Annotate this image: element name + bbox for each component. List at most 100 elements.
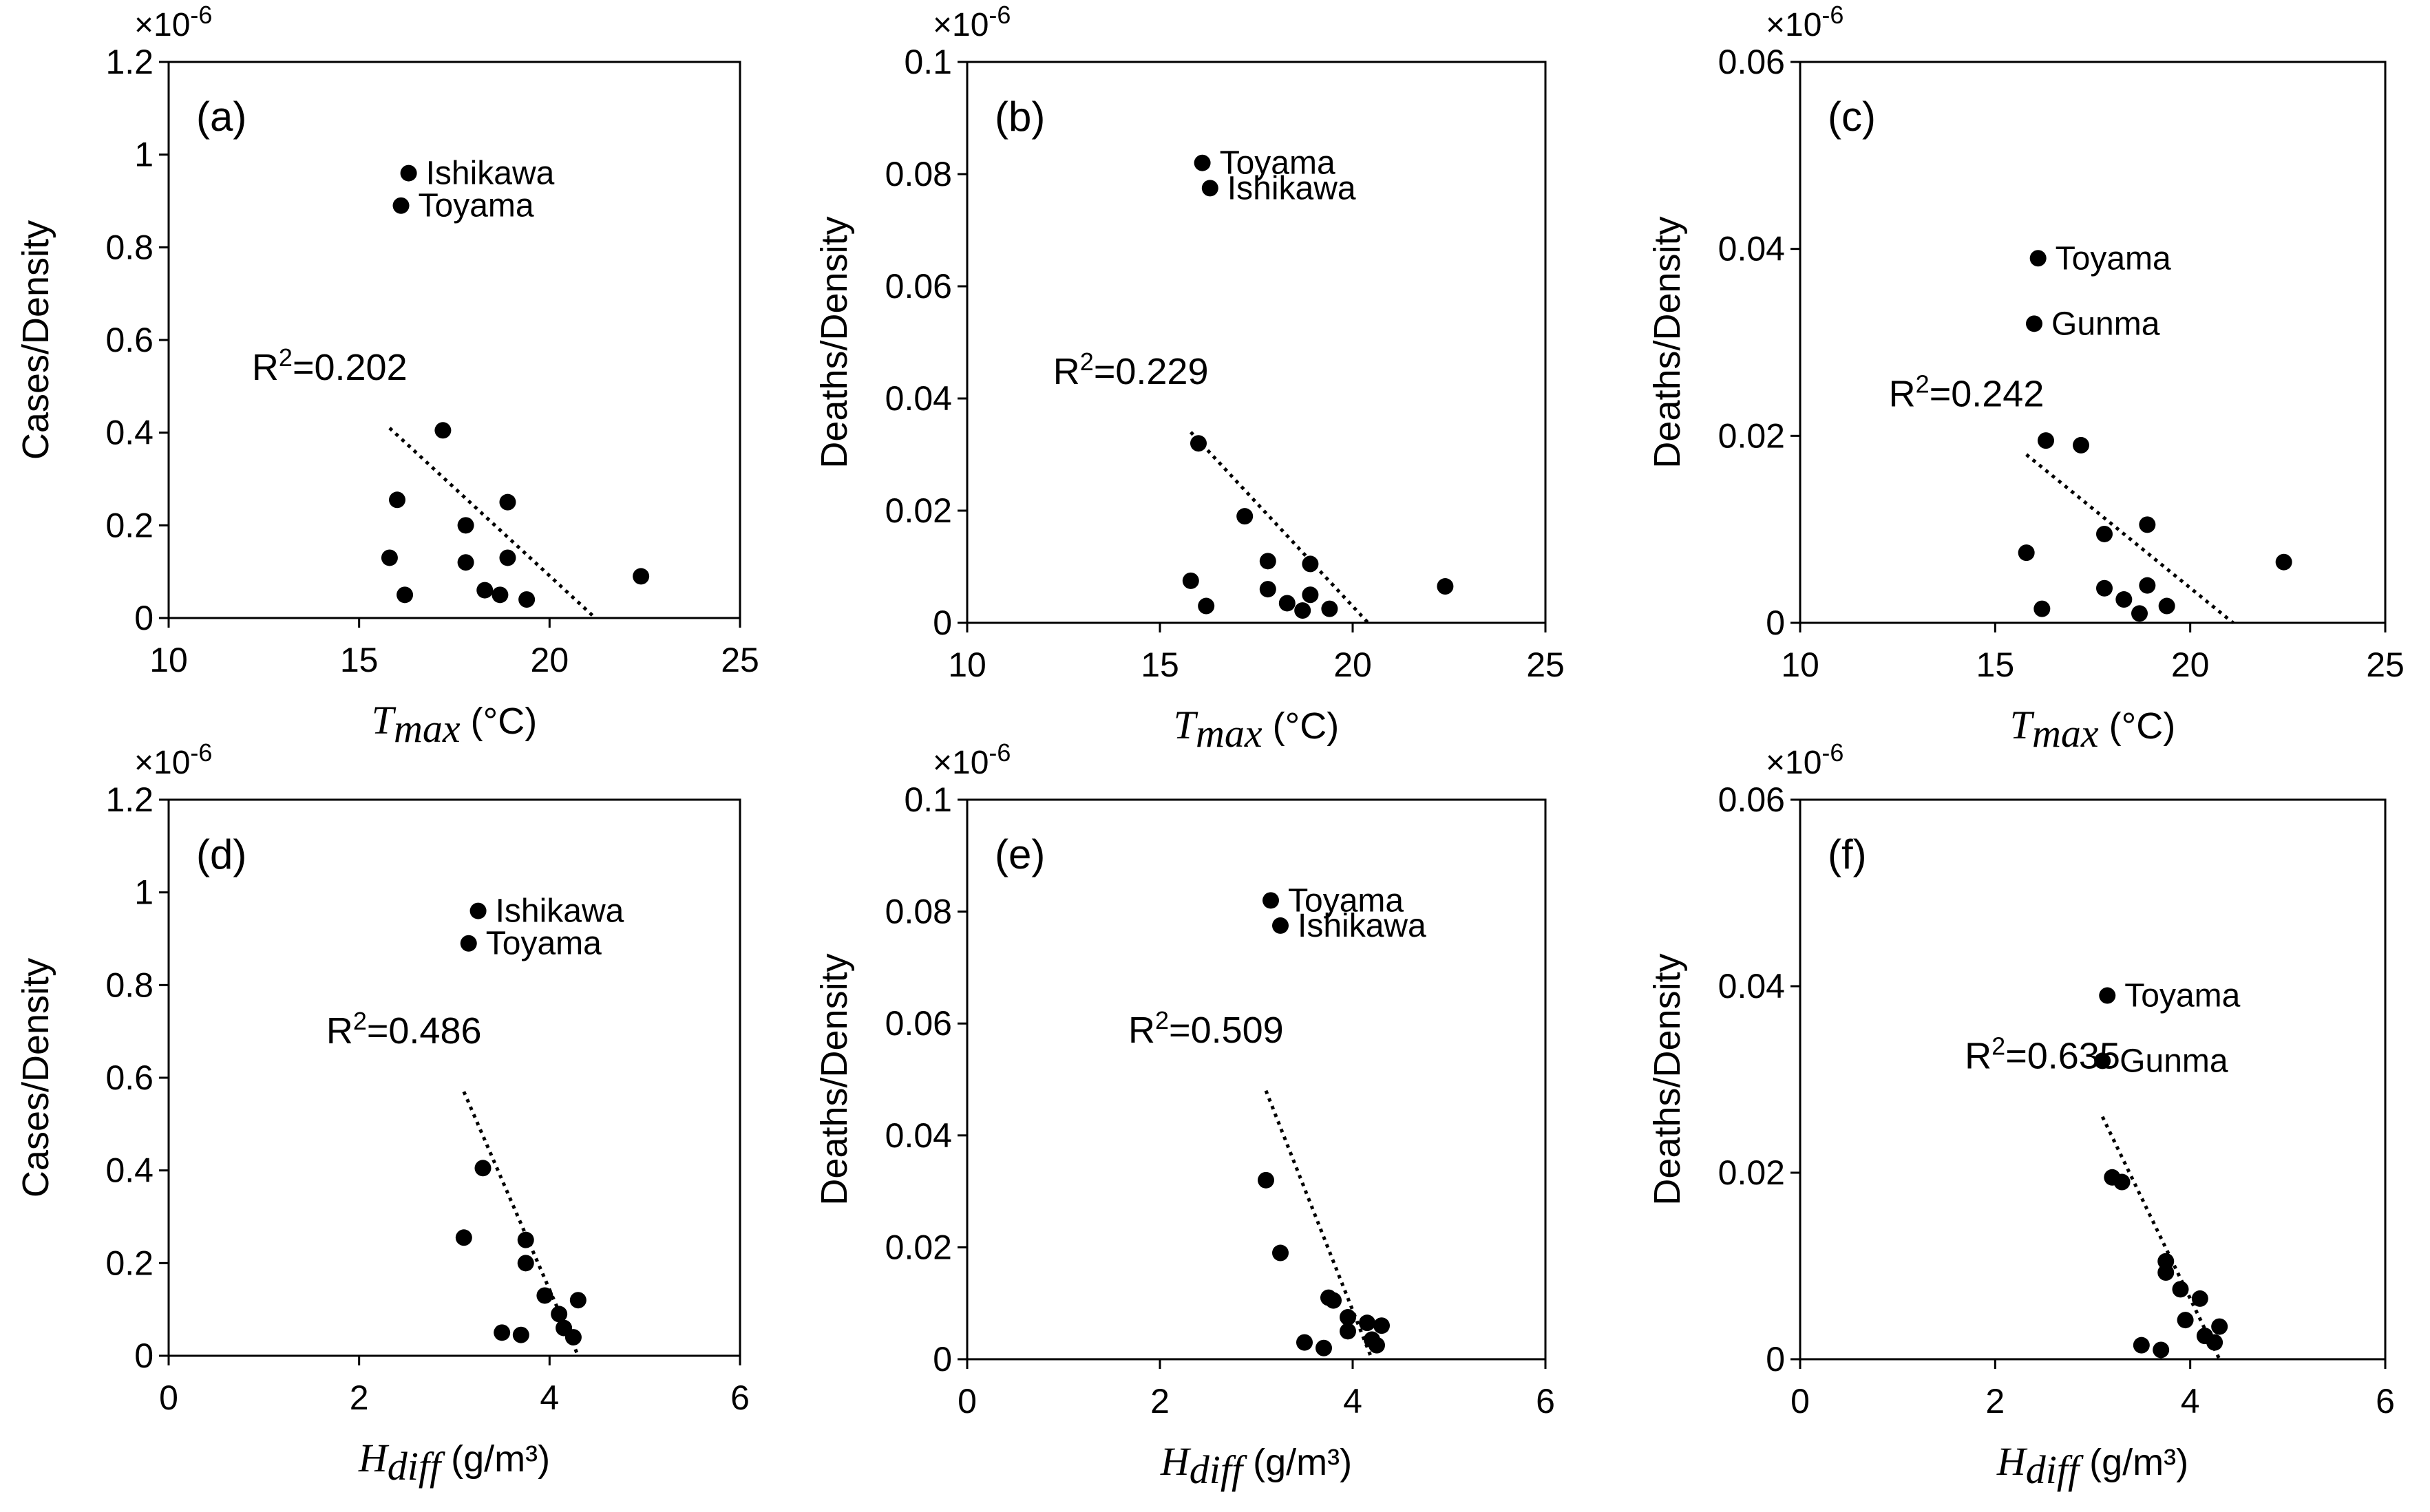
x-tick-label: 4 (2181, 1382, 2200, 1420)
data-point (2158, 597, 2175, 615)
y-tick-label: 0 (933, 604, 952, 642)
x-label-unit: (g/m³) (1243, 1442, 1352, 1483)
data-point (2211, 1318, 2228, 1335)
x-tick-label: 15 (1141, 646, 1179, 684)
data-point (551, 1306, 568, 1323)
panel-label: (b) (995, 94, 1045, 140)
data-point (1302, 586, 1319, 604)
trendline (388, 427, 597, 619)
x-label-subscript: diff (388, 1444, 445, 1489)
data-point (476, 582, 494, 599)
point-label: Toyama (419, 188, 534, 224)
data-point (1296, 1334, 1313, 1351)
data-point (1272, 1244, 1289, 1261)
panel-label: (a) (196, 94, 246, 140)
r2-symbol: R (1053, 351, 1080, 392)
r2-superscript: 2 (1155, 1006, 1169, 1034)
data-point (492, 586, 509, 604)
point-label: Toyama (1220, 145, 1335, 182)
y-multiplier: ×10-6 (134, 1, 212, 43)
data-point (397, 586, 414, 604)
data-point (1278, 595, 1296, 612)
data-point (536, 1287, 553, 1304)
data-point (2099, 987, 2116, 1004)
r2-symbol: R (1889, 374, 1916, 415)
data-point (2133, 1337, 2150, 1354)
plot-frame (167, 798, 741, 1357)
x-tick-label: 10 (149, 641, 188, 679)
data-point (1316, 1339, 1332, 1356)
data-point (392, 197, 410, 214)
data-point (1340, 1323, 1356, 1340)
plot-frame (1799, 798, 2387, 1361)
data-point (2153, 1341, 2170, 1359)
plot-frame (966, 798, 1547, 1361)
x-label-unit: (°C) (2099, 705, 2176, 747)
data-point (2206, 1334, 2223, 1351)
data-point (1369, 1337, 1385, 1354)
data-point (2172, 1281, 2189, 1298)
data-point (1259, 581, 1276, 598)
multiplier-base: ×10 (134, 7, 190, 43)
data-point (1198, 597, 1215, 615)
y-tick-label: 0.08 (885, 893, 952, 931)
y-tick-label: 0.04 (885, 379, 952, 418)
y-axis-label: Deaths/Density (814, 216, 855, 468)
data-point (1325, 1292, 1342, 1309)
r2-superscript: 2 (1080, 348, 1094, 376)
x-tick-label: 20 (1333, 646, 1372, 684)
y-tick-label: 0.06 (1718, 780, 1785, 819)
data-point (499, 549, 516, 566)
trendline (2025, 453, 2234, 624)
r2-value: =0.486 (367, 1010, 482, 1052)
r2-superscript: 2 (279, 343, 293, 372)
y-tick-label: 0 (1766, 1340, 1785, 1378)
point-label: Toyama (486, 926, 602, 962)
x-tick-label: 6 (2376, 1382, 2395, 1420)
data-point (2038, 432, 2054, 449)
x-tick-label: 6 (1536, 1382, 1555, 1420)
trendline (1264, 1089, 1374, 1360)
y-axis-label: Deaths/Density (1647, 953, 1688, 1205)
x-label-variable: T (372, 698, 397, 743)
panel-f: 0 0.02 0.04 0.06 0 2 4 6 ×10-6 Deaths/Density Hdif… (1647, 738, 2395, 1492)
x-axis-label: Hdiff (g/m³) (358, 1436, 550, 1489)
r2-superscript: 2 (353, 1007, 367, 1035)
x-tick-label: 6 (730, 1378, 750, 1417)
y-tick-label: 0.02 (1718, 416, 1785, 455)
x-tick-label: 15 (340, 641, 379, 679)
trendline (2100, 1116, 2221, 1361)
y-tick-label: 0.8 (105, 966, 154, 1004)
panel-label: (c) (1828, 94, 1876, 140)
data-point (2096, 579, 2113, 597)
r2-value: =0.509 (1169, 1010, 1284, 1051)
data-point (1258, 1171, 1274, 1189)
data-point (434, 422, 452, 439)
x-tick-label: 10 (1781, 646, 1819, 684)
data-point (2026, 315, 2042, 332)
data-point (2177, 1312, 2194, 1329)
data-point (1437, 578, 1454, 595)
r-squared-label: R2=0.509 (1128, 1006, 1284, 1051)
y-tick-label: 0.4 (105, 1151, 154, 1190)
multiplier-base: ×10 (933, 745, 989, 781)
x-axis-label: Tmax (°C) (2010, 703, 2175, 756)
y-tick-label: 0.06 (885, 1004, 952, 1043)
panel-d: 0 0.2 0.4 0.6 0.8 1 1.2 0 2 4 6 ×10-6 Cases/Density H… (15, 738, 750, 1489)
x-tick-label: 25 (721, 641, 759, 679)
point-label: Ishikawa (496, 893, 624, 930)
r2-symbol: R (252, 347, 279, 388)
multiplier-exponent: -6 (1821, 738, 1843, 767)
panel-label: (d) (196, 831, 246, 877)
y-tick-label: 0.1 (904, 43, 952, 81)
y-tick-label: 0 (134, 599, 154, 637)
plot-frame (966, 61, 1547, 624)
trendline (1189, 431, 1370, 624)
y-tick-label: 0.02 (885, 1228, 952, 1266)
r-squared-label: R2=0.202 (252, 343, 408, 388)
y-multiplier: ×10-6 (1766, 738, 1843, 781)
point-label: Toyama (1288, 882, 1404, 919)
x-tick-label: 0 (1790, 1382, 1810, 1420)
y-tick-label: 0 (134, 1337, 154, 1375)
data-point (1321, 600, 1338, 617)
